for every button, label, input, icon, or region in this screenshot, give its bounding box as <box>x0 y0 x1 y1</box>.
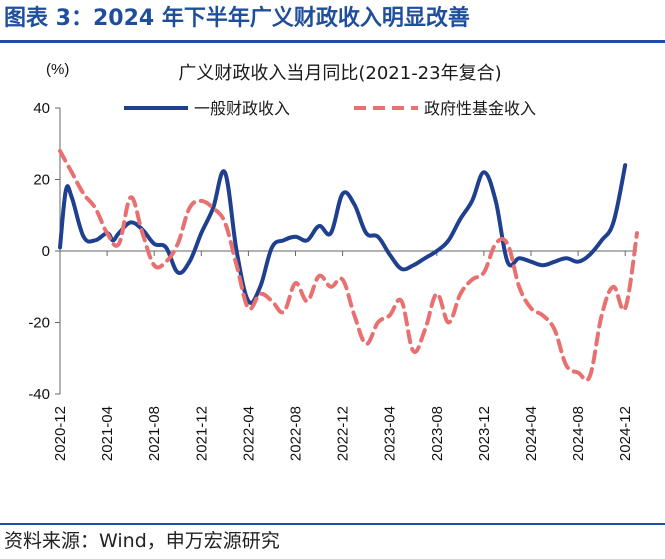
legend-label-fund: 政府性基金收入 <box>424 99 536 118</box>
figure-title: 图表 3：2024 年下半年广义财政收入明显改善 <box>4 6 470 31</box>
x-tick-label: 2022-08 <box>288 406 305 461</box>
x-axis-ticks: 2020-12 2021-04 2021-08 2021-12 2022-04 2022-… <box>52 251 634 461</box>
x-tick-label: 2024-08 <box>570 406 587 461</box>
x-tick-label: 2023-04 <box>382 406 399 461</box>
source-note: 资料来源：Wind，申万宏源研究 <box>4 530 280 552</box>
x-tick-label: 2021-04 <box>99 406 116 461</box>
x-tick-label: 2022-12 <box>335 406 352 461</box>
x-tick-label: 2021-12 <box>193 406 210 461</box>
y-axis-ticks: -40 -20 0 20 40 <box>28 100 60 403</box>
y-tick-label: 40 <box>33 100 50 117</box>
series-line <box>58 148 639 383</box>
series-layer <box>58 148 639 383</box>
series-general-revenue <box>58 163 628 305</box>
line-chart: (%) 广义财政收入当月同比(2021-23年复合) 一般财政收入 政府性基金收… <box>28 61 639 461</box>
y-tick-label: -40 <box>28 386 50 403</box>
y-unit-label: (%) <box>46 61 69 78</box>
source-rule <box>0 523 665 525</box>
title-rule <box>0 40 665 43</box>
chart-title: 广义财政收入当月同比(2021-23年复合) <box>178 63 501 84</box>
series-line <box>58 163 628 305</box>
y-tick-label: 0 <box>42 243 50 260</box>
x-tick-label: 2021-08 <box>146 406 163 461</box>
y-tick-label: 20 <box>33 172 50 189</box>
x-tick-label: 2024-04 <box>523 406 540 461</box>
x-tick-label: 2023-08 <box>429 406 446 461</box>
x-tick-label: 2020-12 <box>52 406 69 461</box>
x-tick-label: 2022-04 <box>240 406 257 461</box>
legend-label-general: 一般财政收入 <box>194 99 290 118</box>
series-fund-revenue <box>58 148 639 383</box>
x-tick-label: 2023-12 <box>476 406 493 461</box>
legend: 一般财政收入 政府性基金收入 <box>124 99 536 118</box>
y-tick-label: -20 <box>28 315 50 332</box>
x-tick-label: 2024-12 <box>617 406 634 461</box>
